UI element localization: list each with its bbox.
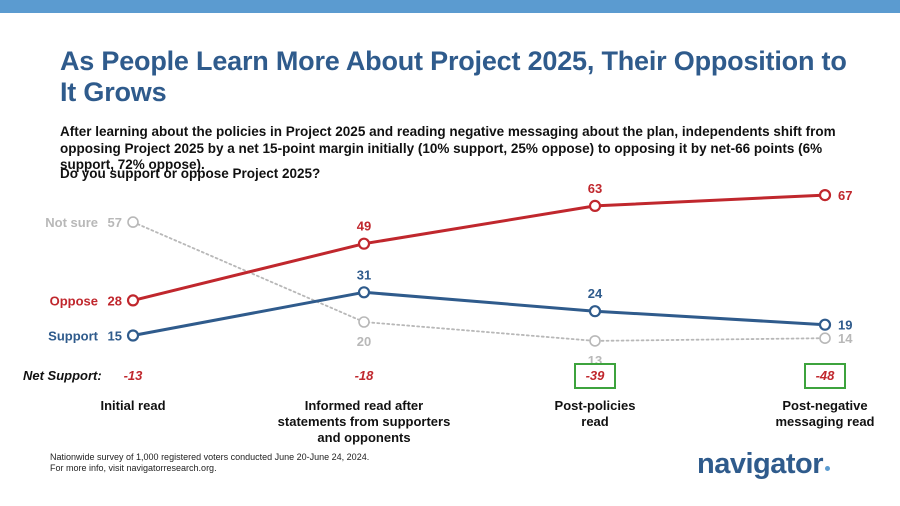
net-support-highlight-box bbox=[574, 363, 616, 389]
stage-label-line: Post-negative bbox=[782, 398, 868, 413]
not-sure-series-line bbox=[132, 221, 826, 342]
not-sure-point bbox=[358, 316, 370, 328]
support-value-label: 15 bbox=[108, 329, 122, 344]
stage-label-line: read bbox=[581, 414, 609, 429]
support-series-line bbox=[132, 290, 826, 337]
support-value-label: 19 bbox=[838, 318, 852, 333]
support-point bbox=[588, 305, 602, 318]
not-sure-point bbox=[589, 335, 601, 347]
stage-label-line: and opponents bbox=[317, 430, 411, 445]
oppose-point bbox=[588, 199, 602, 212]
support-value-label: 31 bbox=[357, 267, 371, 282]
page-title: As People Learn More About Project 2025,… bbox=[60, 46, 847, 107]
not-sure-value-label: 14 bbox=[838, 331, 853, 346]
footnote-survey: Nationwide survey of 1,000 registered vo… bbox=[50, 452, 370, 462]
support-series-name: Support bbox=[48, 329, 98, 344]
footnote: Nationwide survey of 1,000 registered vo… bbox=[50, 452, 369, 474]
not-sure-series-name: Not sure bbox=[45, 215, 98, 230]
navigator-logo: navigator bbox=[697, 448, 831, 481]
oppose-point bbox=[126, 294, 140, 307]
not-sure-point bbox=[127, 216, 139, 228]
oppose-value-label: 67 bbox=[838, 188, 852, 203]
stage-label-line: statements from supporters bbox=[277, 414, 451, 429]
oppose-point bbox=[357, 237, 371, 250]
survey-question: Do you support or oppose Project 2025? bbox=[60, 166, 321, 181]
not-sure-value-label: 20 bbox=[357, 334, 371, 349]
net-support-highlight-box bbox=[804, 363, 846, 389]
support-point bbox=[818, 318, 832, 331]
not-sure-point bbox=[819, 332, 831, 345]
footnote-info: For more info, visit navigatorresearch.o… bbox=[50, 463, 217, 473]
oppose-value-label: 49 bbox=[357, 219, 371, 234]
net-support-value: -48 bbox=[815, 368, 835, 383]
stage-label: Post-negative messaging read bbox=[730, 398, 900, 430]
top-accent-bar bbox=[0, 0, 900, 13]
logo-text: navigator bbox=[697, 448, 824, 480]
net-support-label: Net Support: bbox=[23, 368, 102, 383]
stage-label-line: Post-policies bbox=[554, 398, 636, 413]
stage-label: Initial read bbox=[38, 398, 228, 414]
not-sure-value-label: 57 bbox=[108, 215, 122, 230]
oppose-series-name: Oppose bbox=[50, 293, 98, 308]
stage-label-line: Initial read bbox=[100, 398, 166, 413]
oppose-value-label: 63 bbox=[588, 181, 602, 196]
oppose-point bbox=[818, 189, 832, 202]
net-support-value: -39 bbox=[585, 368, 605, 383]
stage-label-line: messaging read bbox=[775, 414, 875, 429]
page-subtitle: After learning about the policies in Pro… bbox=[60, 124, 836, 172]
stage-label: Post-policies read bbox=[500, 398, 690, 430]
logo-dot-icon bbox=[825, 466, 831, 471]
support-point bbox=[357, 286, 371, 299]
support-value-label: 24 bbox=[588, 286, 603, 301]
support-point bbox=[126, 329, 140, 342]
stage-label-line: Informed read after bbox=[304, 398, 424, 413]
oppose-value-label: 28 bbox=[108, 293, 122, 308]
net-support-value: -13 bbox=[123, 368, 143, 383]
net-support-value: -18 bbox=[354, 368, 374, 383]
oppose-series-line bbox=[132, 193, 826, 302]
stage-label: Informed read after statements from suppo… bbox=[269, 398, 459, 446]
